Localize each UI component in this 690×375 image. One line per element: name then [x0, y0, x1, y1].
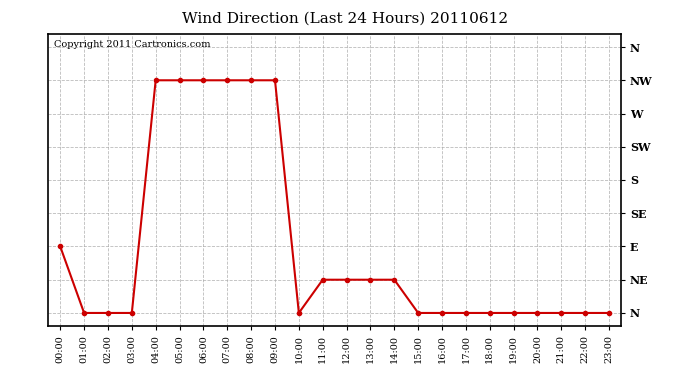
Text: Wind Direction (Last 24 Hours) 20110612: Wind Direction (Last 24 Hours) 20110612	[182, 11, 508, 25]
Text: Copyright 2011 Cartronics.com: Copyright 2011 Cartronics.com	[54, 40, 210, 49]
